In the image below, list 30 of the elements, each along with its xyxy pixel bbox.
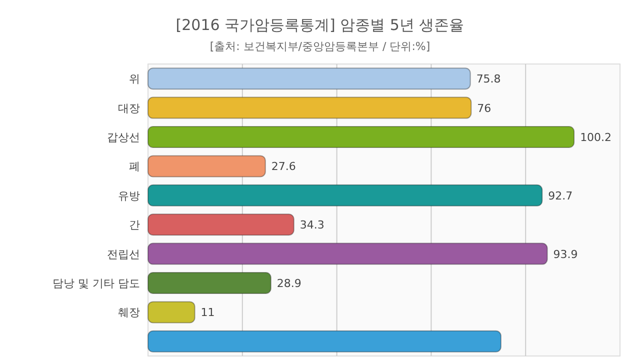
bar — [148, 214, 294, 236]
bar — [148, 126, 575, 148]
y-tick-label: 간 — [129, 218, 140, 232]
bar — [148, 155, 266, 178]
data-label: 93.9 — [553, 248, 578, 261]
y-tick-label: 대장 — [118, 102, 140, 115]
y-tick-label: 갑상선 — [107, 131, 140, 144]
data-label: 34.3 — [300, 218, 324, 232]
y-tick-label: 담낭 및 기타 담도 — [52, 277, 140, 290]
y-tick-label: 전립선 — [107, 248, 140, 261]
bar — [148, 330, 502, 352]
data-label: 75.8 — [476, 72, 501, 86]
data-label: 100.2 — [580, 131, 612, 144]
data-label: 27.6 — [271, 160, 296, 174]
y-tick-label: 유방 — [118, 189, 140, 202]
chart-title: [2016 국가암등록통계] 암종별 5년 생존율 — [176, 16, 464, 34]
chart-subtitle: [출처: 보건복지부/중앙암등록본부 / 단위:%] — [210, 40, 430, 53]
bar — [148, 96, 472, 119]
bar — [148, 184, 543, 206]
bar — [148, 301, 196, 324]
data-label: 92.7 — [548, 189, 573, 202]
bar — [148, 68, 471, 90]
bar — [148, 272, 272, 294]
y-tick-label: 췌장 — [118, 306, 140, 320]
y-tick-label: 위 — [129, 72, 140, 86]
data-label: 11 — [200, 306, 215, 320]
y-tick-label: 폐 — [129, 160, 140, 174]
data-label: 28.9 — [276, 277, 302, 290]
data-label: 76 — [477, 102, 492, 115]
bar — [148, 242, 548, 265]
